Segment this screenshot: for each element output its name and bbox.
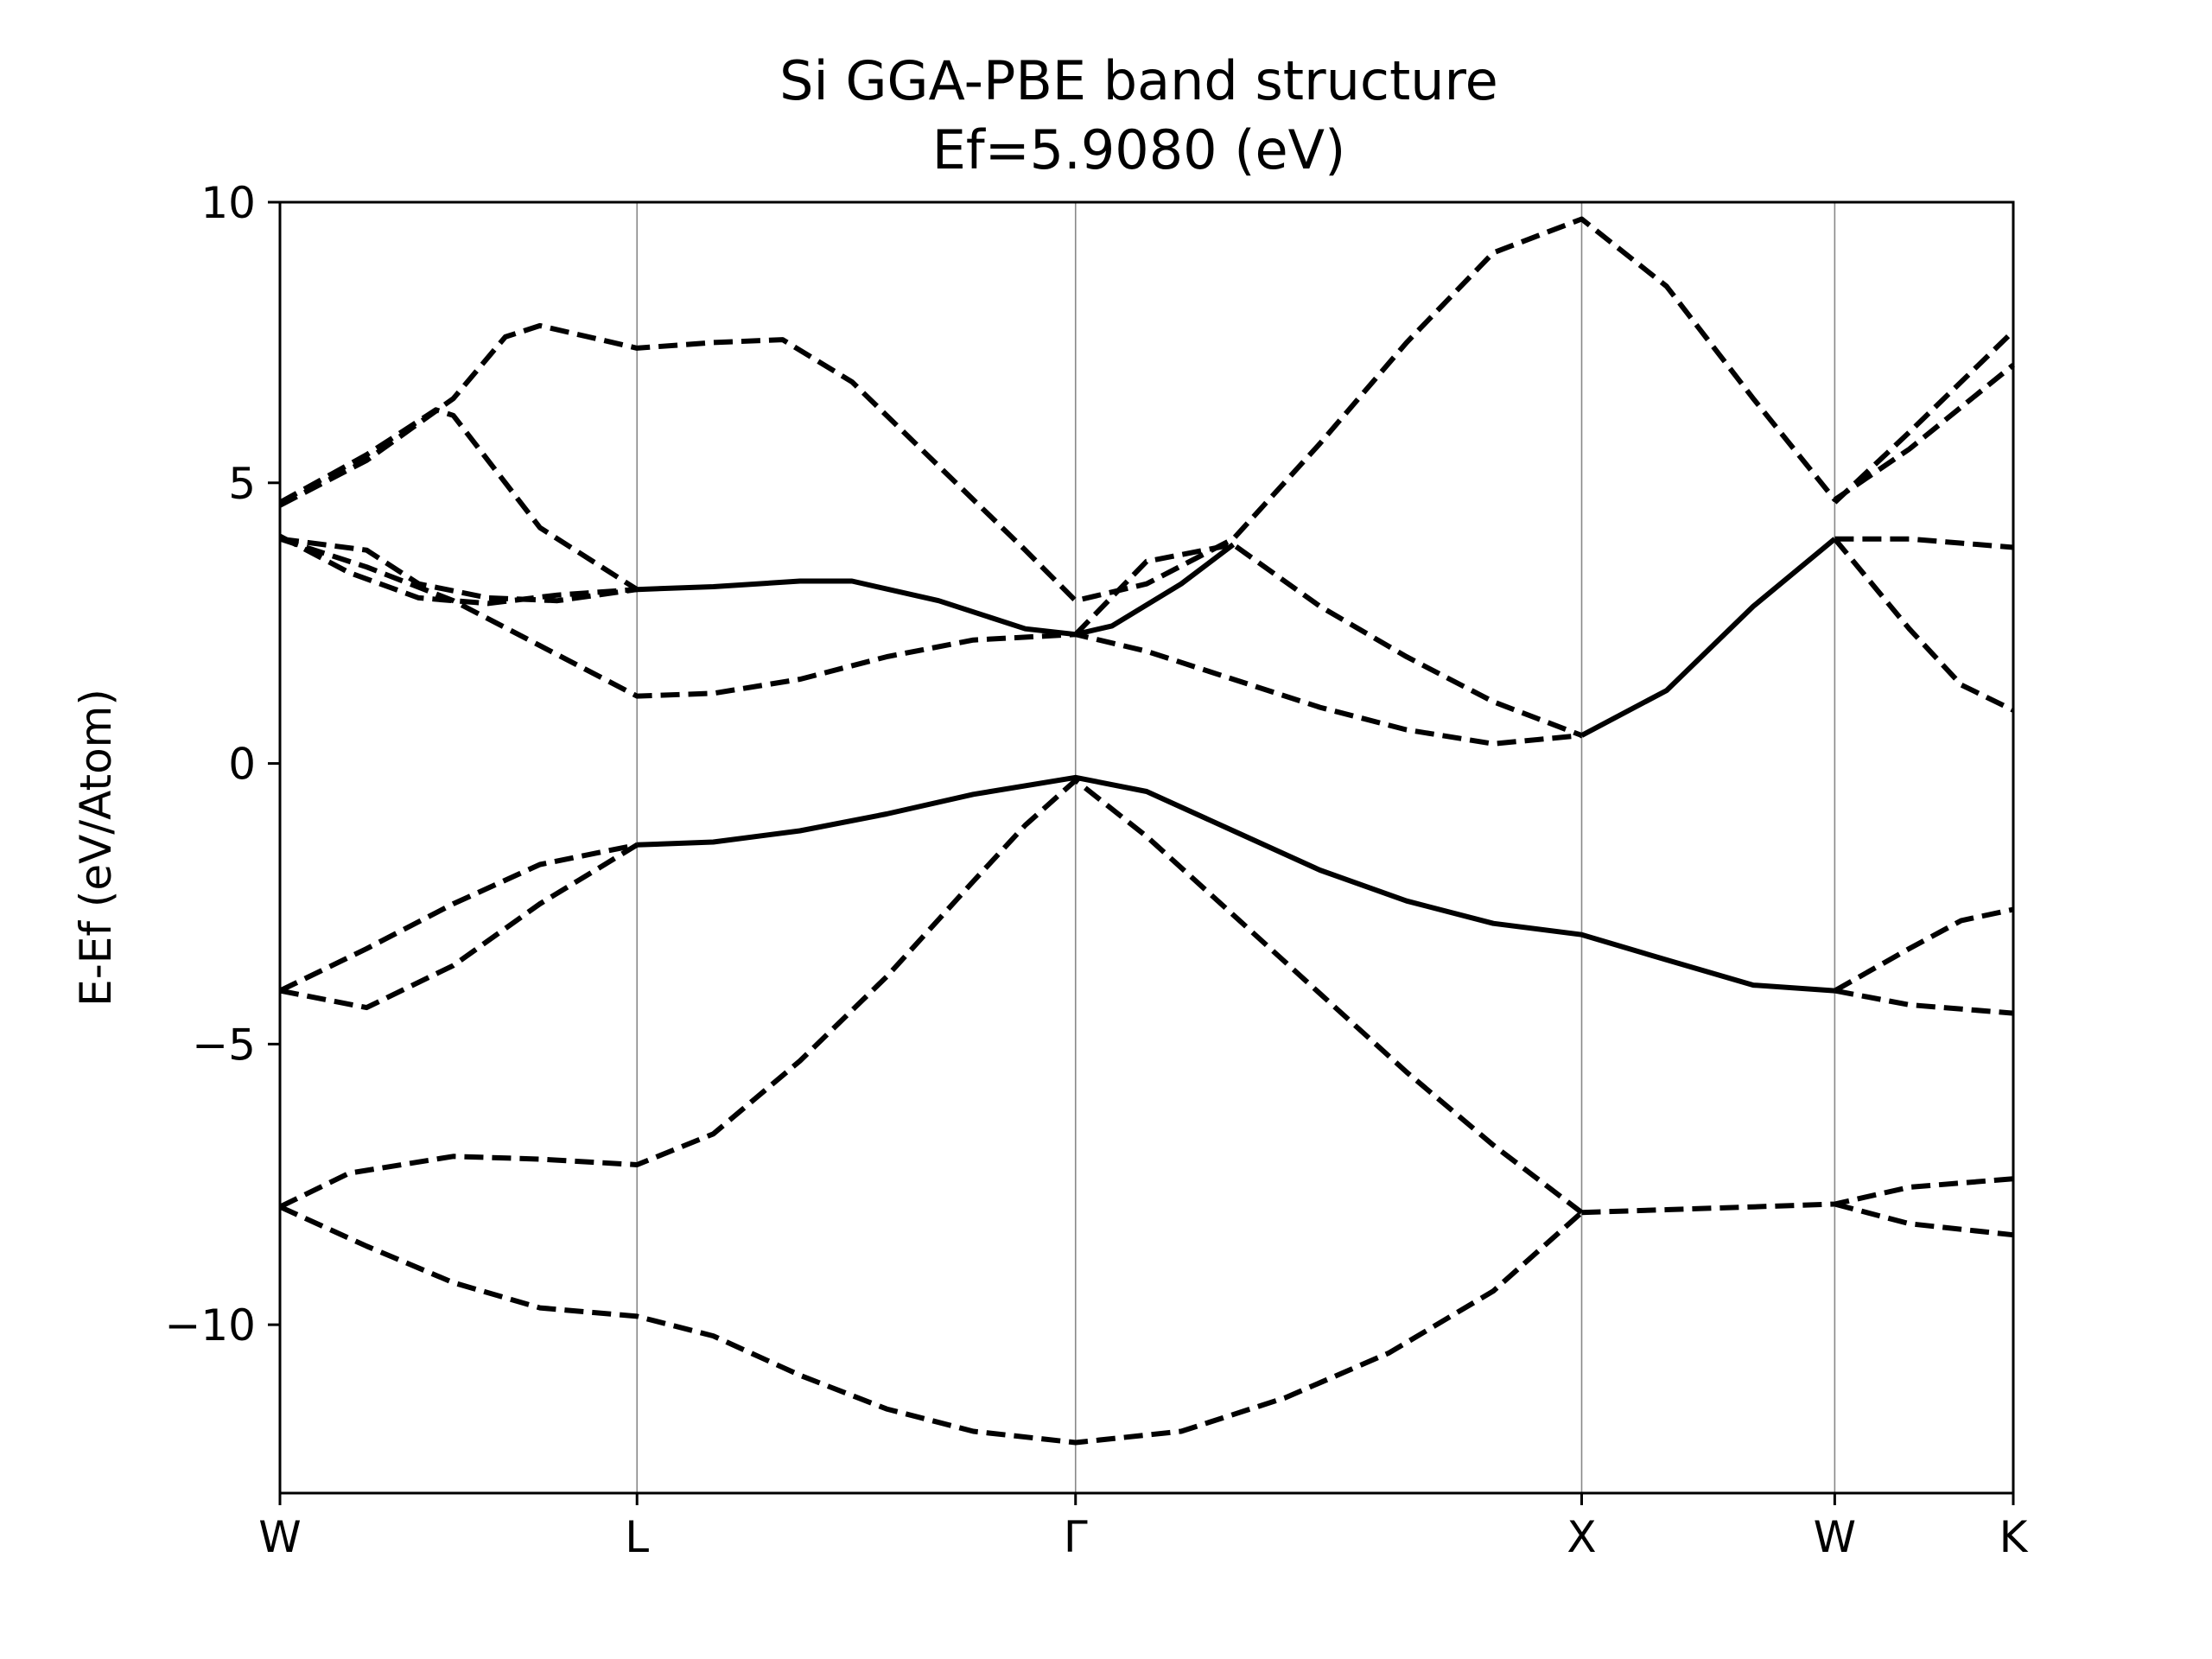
y-axis: 10 5 0 −5 −10: [164, 178, 280, 1351]
plot-frame: [278, 200, 2015, 1495]
band-line-14: [1073, 542, 1583, 738]
band-line-6: [278, 842, 638, 994]
x-tick-label: X: [1567, 1512, 1596, 1562]
y-tick-label: 10: [200, 178, 256, 228]
band-line-19: [278, 216, 2015, 604]
band-line-20: [1833, 329, 2016, 505]
chart-title: Si GGA-PBE band structure: [779, 49, 1498, 112]
band-line-4: [1834, 1201, 2014, 1238]
x-tick-label: Γ: [1064, 1512, 1088, 1562]
band-line-8: [1833, 906, 2014, 994]
band-line-10: [279, 536, 1582, 747]
band-line-3: [1581, 1176, 2014, 1216]
band-line-18: [278, 407, 639, 592]
x-tick-label: W: [1814, 1512, 1856, 1562]
band-line-17: [1833, 537, 2015, 713]
band-line-12: [637, 542, 1236, 638]
band-line-9: [1834, 988, 2014, 1016]
y-axis-label: E-Ef (eV/Atom): [71, 689, 121, 1007]
band-line-13: [279, 536, 638, 604]
band-line-5: [279, 842, 639, 1011]
y-tick-label: −5: [192, 1020, 256, 1070]
band-lines: [278, 216, 2016, 1446]
y-tick-label: −10: [164, 1300, 256, 1351]
y-tick-label: 5: [228, 459, 256, 509]
band-line-15: [1580, 537, 1837, 738]
band-line-2: [278, 778, 1584, 1215]
chart-subtitle: Ef=5.9080 (eV): [932, 118, 1346, 181]
y-tick-label: 0: [228, 740, 256, 790]
x-tick-label: L: [625, 1512, 649, 1562]
band-line-16: [1834, 536, 2014, 550]
x-tick-label: K: [1999, 1512, 2029, 1562]
band-line-11: [278, 533, 638, 607]
band-line-7: [637, 774, 1835, 994]
x-tick-label: W: [258, 1512, 301, 1562]
band-line-1: [278, 1204, 1584, 1446]
